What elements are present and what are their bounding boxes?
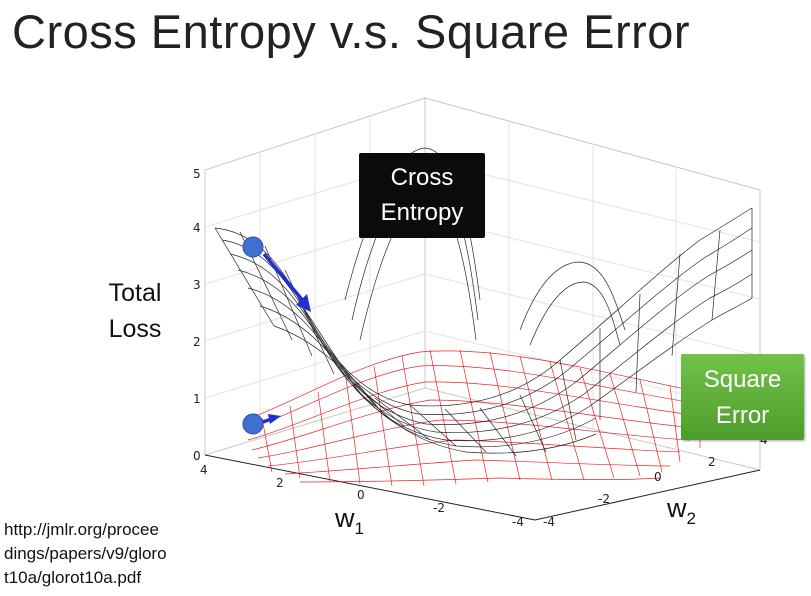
square-error-label-box: Square Error xyxy=(681,354,804,440)
cross-entropy-arrowhead xyxy=(296,294,311,312)
z-tick: 4 xyxy=(193,221,201,235)
w1-axis-label: w1 xyxy=(335,503,364,538)
w2-axis-subscript: 2 xyxy=(686,509,696,528)
total-loss-axis-label: Total Loss xyxy=(108,279,162,343)
z-axis-ticks: 0 1 2 3 4 5 xyxy=(193,167,201,463)
w1-tick: 4 xyxy=(200,463,208,477)
cross-entropy-start-marker xyxy=(242,236,264,258)
w1-axis-symbol: w xyxy=(335,503,355,533)
w2-tick: 0 xyxy=(654,470,662,484)
reference-line: dings/papers/v9/gloro xyxy=(4,544,167,563)
axes-grid xyxy=(204,116,761,450)
cross-entropy-label: Cross Entropy xyxy=(380,164,464,226)
w1-axis-ticks: 4 2 0 -2 -4 xyxy=(200,463,524,529)
w1-tick: -4 xyxy=(512,515,524,529)
reference-line: t10a/glorot10a.pdf xyxy=(4,568,142,587)
z-tick: 5 xyxy=(193,167,201,181)
w2-axis-label: w2 xyxy=(667,493,696,528)
w2-axis-ticks: -4 -2 0 2 4 xyxy=(543,433,768,529)
w2-tick: -2 xyxy=(598,492,610,506)
z-tick: 1 xyxy=(193,392,201,406)
w2-tick: 4 xyxy=(760,433,768,447)
cross-entropy-gradient-arrow xyxy=(262,252,306,304)
reference-line: http://jmlr.org/procee xyxy=(4,520,159,539)
floor-edges xyxy=(204,454,761,521)
cross-entropy-label-box: Cross Entropy xyxy=(359,153,485,238)
w2-tick: 2 xyxy=(708,455,716,469)
z-tick: 2 xyxy=(193,335,201,349)
w2-tick: -4 xyxy=(543,515,555,529)
w1-tick: -2 xyxy=(433,501,445,515)
cross-entropy-marker-group xyxy=(242,236,311,312)
w1-axis-subscript: 1 xyxy=(354,519,364,538)
z-tick: 3 xyxy=(193,278,201,292)
square-error-label: Square Error xyxy=(703,366,782,429)
slide-title: Cross Entropy v.s. Square Error xyxy=(12,5,691,58)
square-error-start-marker xyxy=(242,413,264,435)
square-error-arrowhead xyxy=(268,414,281,424)
reference-link[interactable]: http://jmlr.org/procee dings/papers/v9/g… xyxy=(4,518,234,590)
square-error-marker-group xyxy=(242,413,281,435)
w1-tick: 2 xyxy=(276,476,284,490)
w2-axis-symbol: w xyxy=(667,493,687,523)
z-tick: 0 xyxy=(193,449,201,463)
w1-tick: 0 xyxy=(357,488,365,502)
